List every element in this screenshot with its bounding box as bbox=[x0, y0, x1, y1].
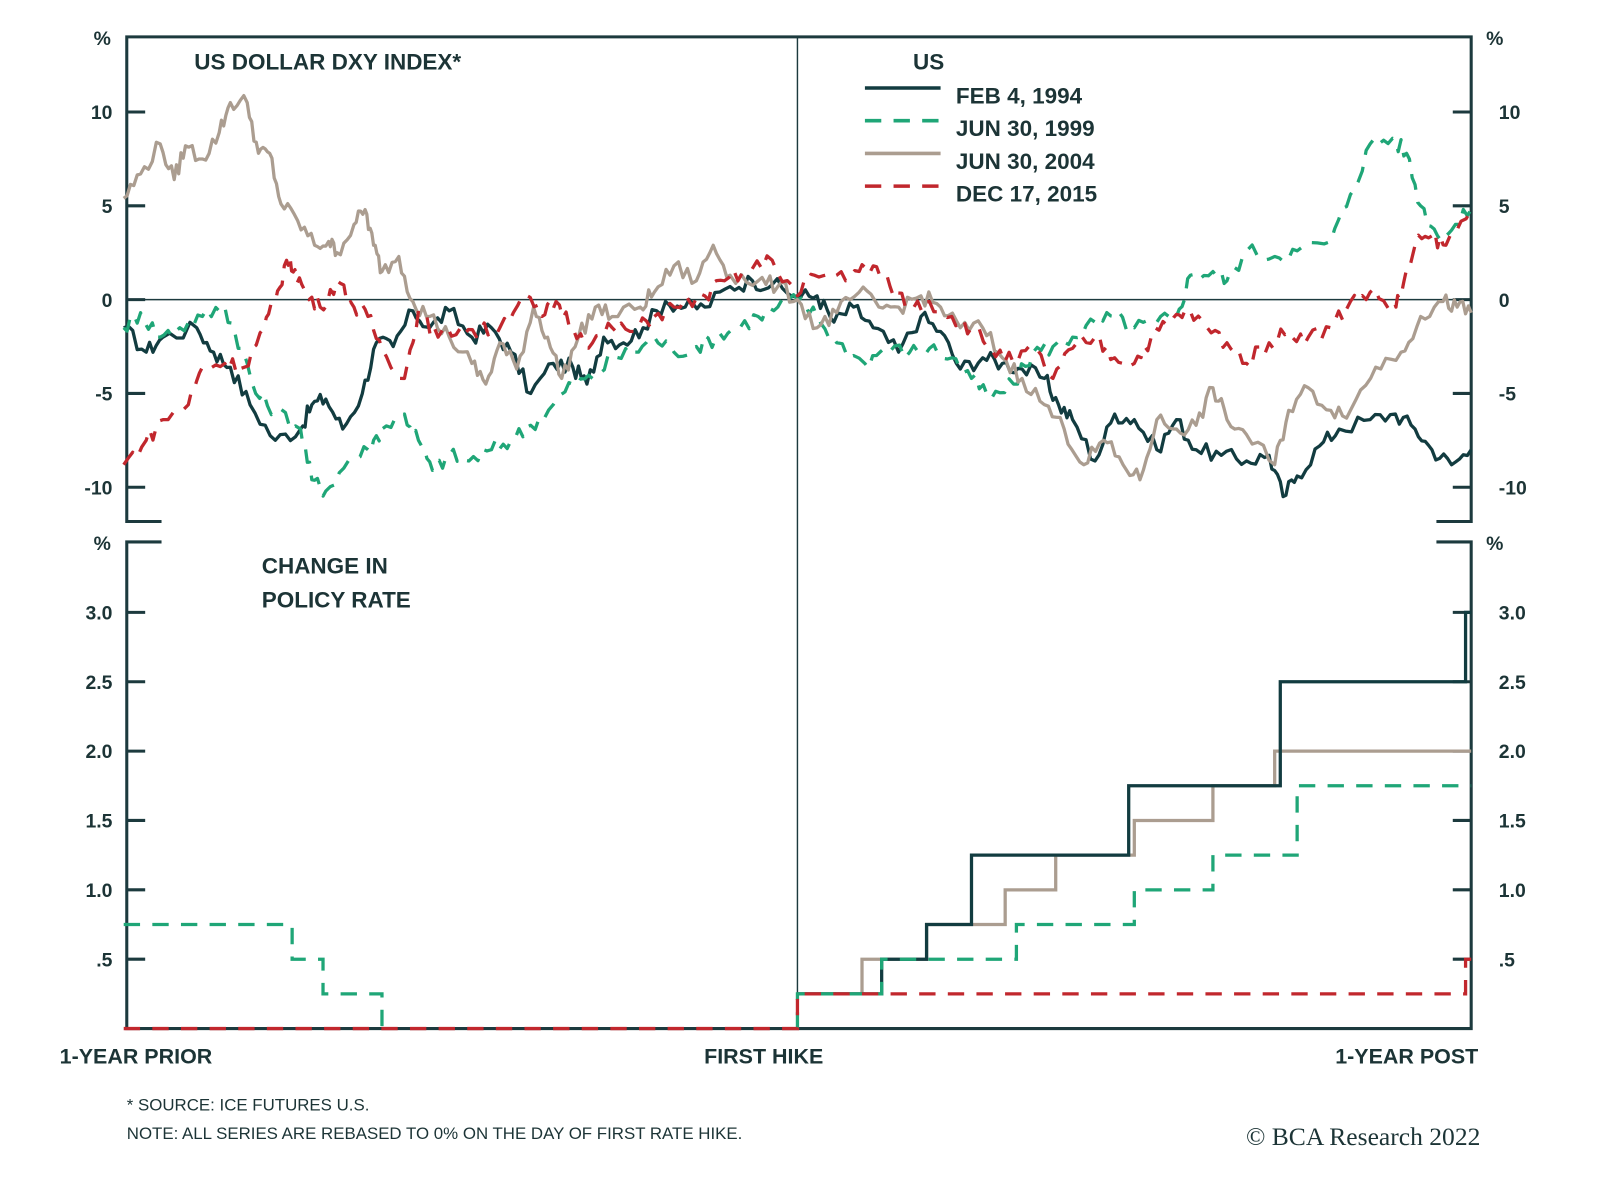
dxy-right-tick-label: -10 bbox=[1499, 477, 1527, 499]
policy-left-tick-label: 3.0 bbox=[85, 603, 112, 625]
dxy-left-tick-label: -10 bbox=[84, 477, 112, 499]
top-panel-frame bbox=[125, 35, 1473, 524]
policy-left-tick-label: 2.0 bbox=[85, 741, 112, 763]
dxy-line-jun-30-2004 bbox=[122, 94, 1473, 482]
bottom-left-unit: % bbox=[94, 533, 111, 555]
dxy-line-feb-4-1994 bbox=[123, 274, 1473, 499]
policy-right-tick-label: 2.5 bbox=[1499, 672, 1526, 694]
bottom-panel-title-line1: CHANGE IN bbox=[262, 554, 388, 579]
policy-left-tick-label: .5 bbox=[96, 949, 112, 971]
policy-step-dec-17-2015 bbox=[123, 957, 1472, 1031]
top-left-unit: % bbox=[94, 28, 111, 50]
policy-rate-series bbox=[123, 610, 1472, 1031]
policy-right-tick-label: 1.0 bbox=[1499, 880, 1526, 902]
tick-marks bbox=[126, 110, 1472, 961]
policy-left-tick-label: 2.5 bbox=[85, 672, 112, 694]
footnote-note: NOTE: ALL SERIES ARE REBASED TO 0% ON TH… bbox=[127, 1124, 743, 1143]
tick-labels: 10 10 5 5 0 0 -5 -5 -10 -10 3.0 3.0 2.5 2.5 2.0 2.0 1.5 1… bbox=[84, 102, 1526, 971]
dxy-line-dec-17-2015 bbox=[122, 208, 1473, 466]
dxy-series bbox=[122, 94, 1473, 499]
dxy-right-tick-label: 10 bbox=[1499, 102, 1521, 124]
dxy-right-tick-label: 5 bbox=[1499, 196, 1510, 218]
copyright: © BCA Research 2022 bbox=[1246, 1122, 1480, 1151]
dxy-right-tick-label: -5 bbox=[1499, 384, 1516, 406]
legend: US FEB 4, 1994 JUN 30, 1999 JUN 30, 2004 DE… bbox=[864, 50, 1097, 206]
dxy-line-jun-30-1999 bbox=[122, 136, 1473, 498]
top-panel-title: US DOLLAR DXY INDEX* bbox=[194, 50, 461, 75]
policy-step-jun-30-1999 bbox=[123, 784, 1472, 1029]
x-label-center: FIRST HIKE bbox=[704, 1044, 823, 1068]
policy-step-jun-30-2004 bbox=[797, 749, 1472, 996]
policy-step-feb-4-1994 bbox=[797, 610, 1472, 996]
policy-right-tick-label: 1.5 bbox=[1499, 811, 1526, 833]
policy-right-tick-label: 3.0 bbox=[1499, 603, 1526, 625]
policy-right-tick-label: .5 bbox=[1499, 949, 1515, 971]
policy-left-tick-label: 1.5 bbox=[85, 811, 112, 833]
legend-title: US bbox=[913, 50, 944, 75]
bottom-right-unit: % bbox=[1486, 533, 1503, 555]
legend-label: DEC 17, 2015 bbox=[956, 181, 1097, 206]
dxy-left-tick-label: 0 bbox=[102, 290, 113, 312]
legend-label: JUN 30, 1999 bbox=[956, 116, 1095, 141]
legend-label: FEB 4, 1994 bbox=[956, 83, 1083, 108]
top-right-unit: % bbox=[1486, 28, 1503, 50]
x-label-right: 1-YEAR POST bbox=[1335, 1044, 1478, 1068]
bottom-panel-title-line2: POLICY RATE bbox=[262, 587, 411, 612]
dxy-left-tick-label: -5 bbox=[95, 384, 112, 406]
policy-right-tick-label: 2.0 bbox=[1499, 741, 1526, 763]
dxy-right-tick-label: 0 bbox=[1499, 290, 1510, 312]
legend-label: JUN 30, 2004 bbox=[956, 149, 1095, 174]
policy-left-tick-label: 1.0 bbox=[85, 880, 112, 902]
x-label-left: 1-YEAR PRIOR bbox=[60, 1044, 213, 1068]
axes-frame bbox=[125, 35, 1473, 1031]
dxy-left-tick-label: 5 bbox=[102, 196, 113, 218]
footnote-source: * SOURCE: ICE FUTURES U.S. bbox=[127, 1095, 370, 1114]
dxy-left-tick-label: 10 bbox=[91, 102, 113, 124]
